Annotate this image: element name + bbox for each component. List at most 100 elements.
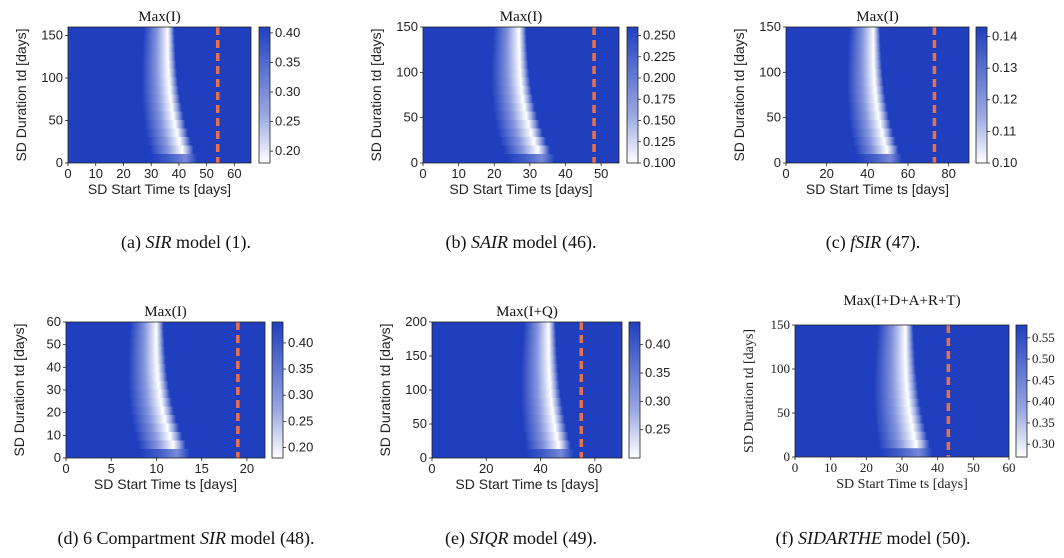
y-tick-label: 0 [56, 155, 63, 170]
x-tick-label: 40 [172, 166, 186, 181]
x-tick-label: 40 [931, 460, 944, 475]
heatmap-field [786, 27, 969, 163]
heatmap-panel-d: Max(I) 0 5 10 15 20 0 10 20 30 40 50 60 SD Start Time… [11, 304, 313, 492]
plot-frame [67, 26, 252, 164]
colorbar-tick-label: 0.225 [643, 49, 676, 64]
y-tick-label: 50 [47, 337, 61, 352]
chart-title: Max(I) [500, 9, 542, 25]
colorbar-tick-label: 0.12 [992, 92, 1017, 107]
colorbar-tick-label: 0.13 [992, 60, 1017, 75]
y-tick-label: 150 [405, 348, 427, 363]
colorbar-tick-label: 0.40 [645, 337, 670, 352]
heatmap-panel-b: Max(I) 0 10 20 30 40 50 0 50 100 150 SD Start Time … [368, 9, 676, 197]
chart-title: Max(I+Q) [496, 304, 558, 320]
x-tick-label: 0 [782, 166, 789, 181]
y-tick-label: 200 [405, 314, 427, 329]
y-tick-label: 50 [49, 113, 63, 128]
colorbar-tick-label: 0.55 [1032, 330, 1055, 345]
x-tick-label: 60 [227, 166, 241, 181]
y-tick-label: 0 [784, 449, 791, 464]
y-tick-label: 100 [41, 70, 63, 85]
colorbar-tick-label: 0.35 [1032, 415, 1055, 430]
plot-frame [785, 26, 970, 164]
y-axis-label: SD Duration td [days] [742, 329, 757, 453]
x-tick-label: 10 [88, 166, 102, 181]
colorbar [1015, 324, 1028, 458]
x-tick-label: 30 [523, 166, 537, 181]
y-tick-label: 30 [47, 382, 61, 397]
x-tick-label: 0 [419, 166, 426, 181]
colorbar-tick-label: 0.30 [645, 393, 670, 408]
colorbar-tick-label: 0.14 [992, 28, 1017, 43]
caption-d: (d) 6 Compartment SIR model (48). [57, 528, 315, 548]
y-tick-label: 50 [777, 405, 790, 420]
x-tick-label: 5 [108, 461, 115, 476]
colorbar-tick-label: 0.200 [643, 70, 676, 85]
y-tick-label: 20 [47, 405, 61, 420]
heatmap-panel-a: Max(I) 0 10 20 30 40 50 60 0 50 100 150 SD Start Tim… [13, 9, 300, 197]
y-tick-label: 150 [771, 317, 791, 332]
y-tick-label: 50 [767, 110, 781, 125]
heatmap-field [432, 322, 622, 458]
x-tick-label: 20 [860, 460, 873, 475]
colorbar-tick-label: 0.125 [643, 134, 676, 149]
caption-c: (c) fSIR (47). [825, 232, 921, 252]
x-tick-label: 20 [487, 166, 501, 181]
y-tick-label: 100 [396, 64, 418, 79]
x-tick-label: 10 [451, 166, 465, 181]
colorbar-tick-label: 0.45 [1032, 372, 1055, 387]
y-tick-label: 150 [396, 19, 418, 34]
y-axis-label: SD Duration td [days] [11, 323, 27, 456]
x-tick-label: 50 [594, 166, 608, 181]
colorbar-tick-label: 0.10 [992, 155, 1017, 170]
x-tick-label: 30 [144, 166, 158, 181]
x-tick-label: 40 [558, 166, 572, 181]
caption-b: (b) SAIR model (46). [445, 232, 597, 252]
colorbar-tick-label: 0.25 [275, 114, 300, 129]
y-tick-label: 0 [420, 450, 427, 465]
colorbar-tick-label: 0.20 [275, 143, 300, 158]
y-axis-label: SD Duration td [days] [731, 28, 747, 161]
colorbar-tick-label: 0.30 [288, 387, 313, 402]
x-tick-label: 15 [194, 461, 208, 476]
y-tick-label: 150 [41, 28, 63, 43]
x-tick-label: 60 [1003, 460, 1016, 475]
colorbar-tick-label: 0.20 [288, 440, 313, 455]
x-tick-label: 10 [149, 461, 163, 476]
y-tick-label: 60 [47, 314, 61, 329]
colorbar-tick-label: 0.50 [1032, 351, 1055, 366]
x-tick-label: 50 [967, 460, 980, 475]
y-tick-label: 50 [413, 416, 427, 431]
chart-title: Max(I) [144, 304, 186, 320]
x-tick-label: 0 [792, 460, 799, 475]
x-tick-label: 20 [116, 166, 130, 181]
x-tick-label: 50 [199, 166, 213, 181]
heatmap-field [68, 27, 251, 163]
x-axis-label: SD Start Time ts [days] [449, 181, 592, 197]
colorbar-tick-label: 0.35 [645, 365, 670, 380]
y-tick-label: 0 [411, 155, 418, 170]
heatmap-panel-f: Max(I+D+A+R+T) 0 10 20 30 40 50 60 0 50 100 150 SD S… [742, 293, 1055, 492]
colorbar-tick-label: 0.30 [1032, 436, 1055, 451]
y-tick-label: 0 [774, 155, 781, 170]
x-tick-label: 20 [819, 166, 833, 181]
colorbar-tick-label: 0.250 [643, 28, 676, 43]
x-tick-label: 20 [240, 461, 254, 476]
x-axis-label: SD Start Time ts [days] [455, 476, 598, 492]
chart-title: Max(I+D+A+R+T) [843, 293, 960, 309]
y-axis-label: SD Duration td [days] [368, 28, 384, 161]
heatmap-panel-c: Max(I) 0 20 40 60 80 0 50 100 150 SD Start Time ts… [731, 9, 1017, 197]
heatmap-field [423, 27, 619, 163]
caption-a: (a) SIR model (1). [121, 232, 251, 252]
colorbar-tick-label: 0.35 [275, 54, 300, 69]
x-axis-label: SD Start Time ts [days] [94, 476, 237, 492]
heatmap-field [795, 325, 1009, 457]
heatmap-field [66, 322, 265, 458]
caption-e: (e) SIQR model (49). [445, 528, 597, 548]
y-axis-label: SD Duration td [days] [13, 28, 29, 161]
colorbar-tick-label: 0.40 [288, 335, 313, 350]
x-tick-label: 0 [428, 461, 435, 476]
x-tick-label: 20 [479, 461, 493, 476]
y-tick-label: 100 [771, 361, 791, 376]
x-axis-label: SD Start Time ts [days] [88, 181, 231, 197]
